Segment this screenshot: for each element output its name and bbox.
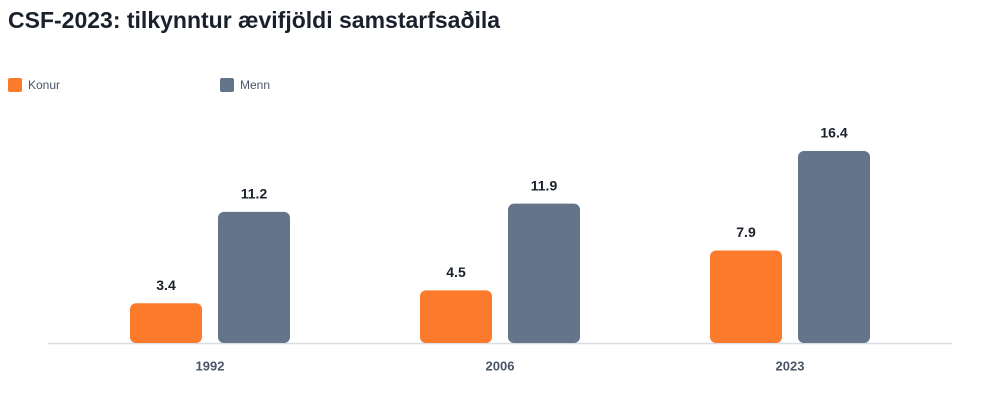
bar xyxy=(508,203,580,343)
legend-label: Menn xyxy=(240,78,270,92)
x-tick-label: 2023 xyxy=(776,358,805,373)
bar xyxy=(130,303,202,343)
chart-title: CSF-2023: tilkynntur ævifjöldi samstarfs… xyxy=(8,7,500,33)
value-label: 4.5 xyxy=(446,264,466,280)
legend-label: Konur xyxy=(28,78,60,92)
legend-swatch xyxy=(220,78,234,92)
value-label: 11.9 xyxy=(531,177,558,193)
bar xyxy=(798,151,870,343)
bar xyxy=(420,290,492,343)
value-label: 7.9 xyxy=(736,224,756,240)
x-tick-label: 1992 xyxy=(196,358,225,373)
bar xyxy=(218,211,290,343)
value-label: 16.4 xyxy=(820,125,847,141)
x-tick-label: 2006 xyxy=(486,358,515,373)
legend-swatch xyxy=(8,78,22,92)
value-label: 11.2 xyxy=(241,186,268,202)
bar xyxy=(710,250,782,343)
value-label: 3.4 xyxy=(156,277,176,293)
